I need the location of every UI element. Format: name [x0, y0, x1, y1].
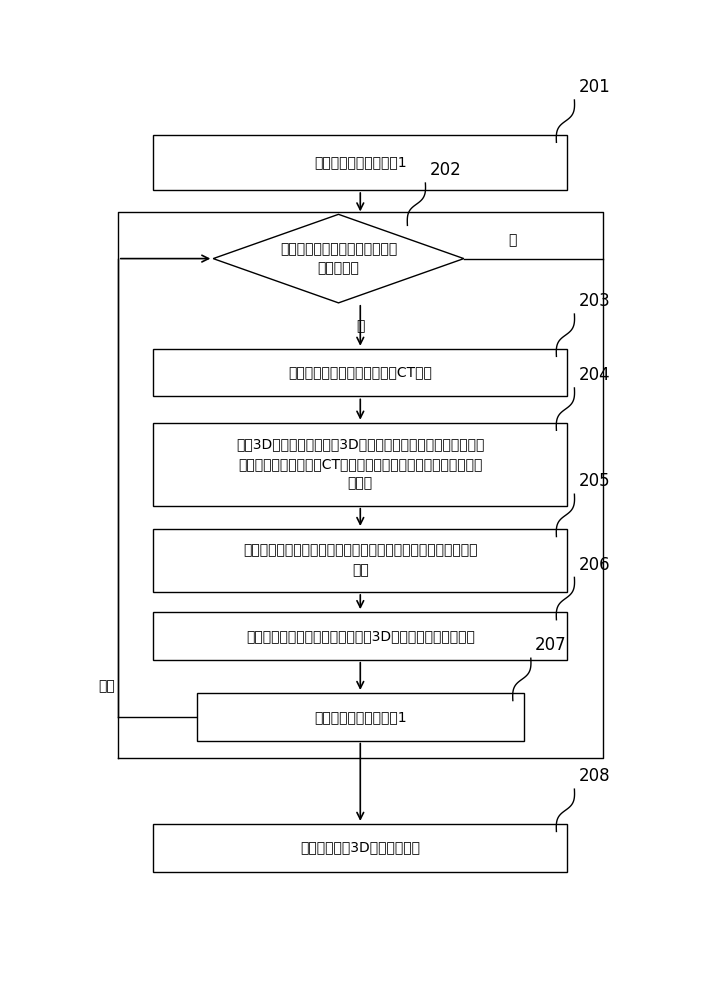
Text: 将所述当前训练次数加1: 将所述当前训练次数加1 [314, 710, 406, 724]
FancyBboxPatch shape [153, 824, 567, 872]
Text: 返回: 返回 [98, 679, 115, 693]
Text: 204: 204 [579, 366, 610, 384]
FancyBboxPatch shape [197, 693, 524, 741]
Text: 否: 否 [356, 319, 364, 333]
Text: 206: 206 [579, 556, 610, 574]
Polygon shape [213, 214, 464, 303]
Text: 202: 202 [430, 161, 461, 179]
Text: 利用3D卷积神经网络依据3D卷积神经网络中预设的参数，对标
注了感兴趣区域的三维CT图像进行层级化处理，得到预测的感兴
趣区域: 利用3D卷积神经网络依据3D卷积神经网络中预设的参数，对标 注了感兴趣区域的三维… [236, 438, 484, 491]
Text: 根据交叉熵损失和反向传播算法对3D卷积神经网络进行调整: 根据交叉熵损失和反向传播算法对3D卷积神经网络进行调整 [246, 629, 475, 643]
Text: 203: 203 [579, 292, 610, 310]
Text: 判断所述当前训练次数是否大于
预设的阈值: 判断所述当前训练次数是否大于 预设的阈值 [280, 242, 397, 275]
Text: 201: 201 [579, 78, 610, 96]
Text: 205: 205 [579, 472, 610, 490]
Text: 208: 208 [579, 767, 610, 785]
Text: 得到训练好的3D卷积神经网络: 得到训练好的3D卷积神经网络 [300, 841, 420, 855]
FancyBboxPatch shape [153, 612, 567, 660]
FancyBboxPatch shape [153, 349, 567, 396]
Text: 将预测的感兴趣区域与标注的感兴趣区域进行比对，得到交叉熵
损失: 将预测的感兴趣区域与标注的感兴趣区域进行比对，得到交叉熵 损失 [243, 544, 477, 577]
Text: 获取已标注感兴趣区域的三维CT图像: 获取已标注感兴趣区域的三维CT图像 [288, 366, 432, 380]
FancyBboxPatch shape [153, 529, 567, 592]
FancyBboxPatch shape [153, 423, 567, 506]
Text: 是: 是 [508, 233, 517, 247]
Text: 207: 207 [535, 636, 567, 654]
Text: 将当前训练次数确定为1: 将当前训练次数确定为1 [314, 155, 406, 169]
FancyBboxPatch shape [153, 135, 567, 190]
